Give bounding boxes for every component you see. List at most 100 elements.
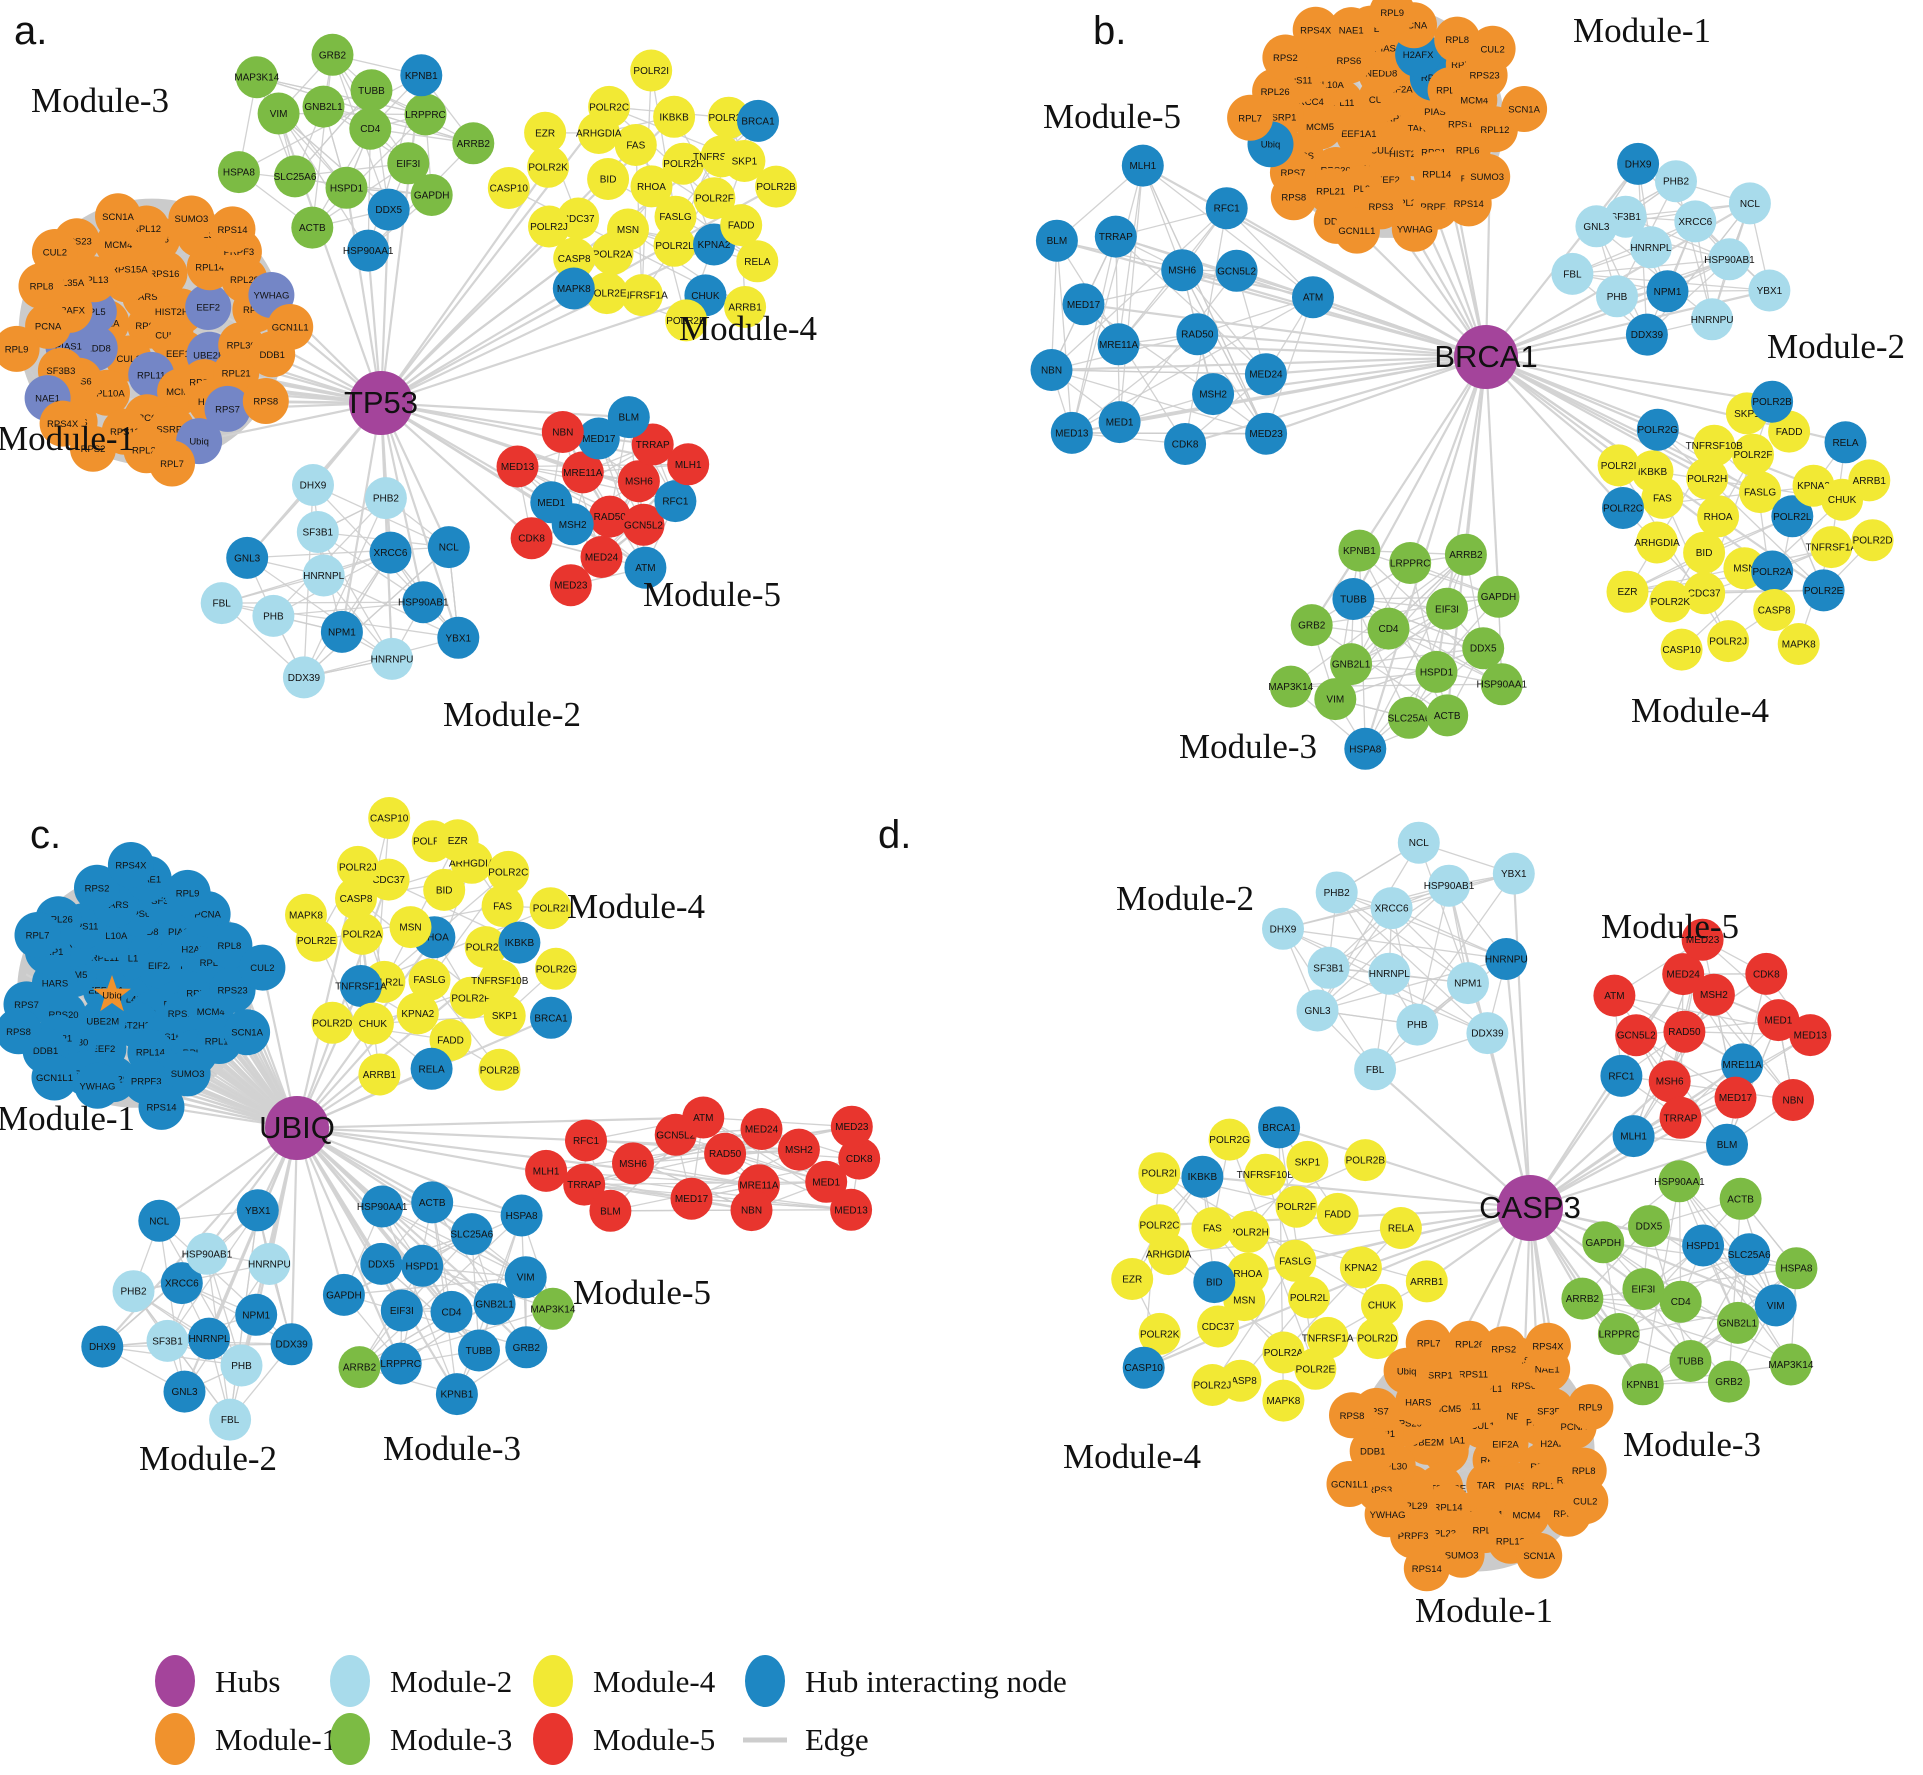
node-tnfrsf1a [1810,526,1853,569]
node-faslg [1274,1239,1317,1282]
edge [303,546,450,678]
node-rps4x [1524,1322,1571,1369]
node-atm [1292,276,1334,319]
node-rps7 [204,385,251,432]
node-med17 [1714,1076,1757,1119]
node-polr2j [528,205,570,248]
hub-edge [1529,1143,1728,1210]
node-cdc37 [1197,1305,1240,1348]
node-ybx1 [437,616,480,659]
node-rps4x [39,400,86,447]
module-label-module-3: Module-3 [31,81,169,120]
hub-edge [380,294,706,405]
node-msh6 [617,460,660,503]
node-hsp90aa1 [361,1185,404,1228]
node-trrap [631,423,674,466]
node-polr2c [1138,1204,1181,1247]
node-trrap [1094,215,1137,258]
node-actb [1719,1177,1762,1220]
node-med1 [1757,999,1800,1042]
node-mapk8 [285,893,327,936]
node-med17 [670,1177,713,1220]
edge [1051,369,1267,435]
legend: Hubs Module-2 Module-4 Hub interacting node… [155,1655,1067,1765]
hub-edge [380,166,549,404]
edge [1351,647,1484,665]
node-ddx5 [1462,627,1505,670]
node-hsp90aa1 [347,229,390,272]
node-fas [481,885,524,927]
hub-edge [380,116,675,404]
edge [1181,269,1267,434]
node-bid [587,158,630,200]
edge [317,531,424,603]
node-polr2d [311,1001,354,1044]
node-ncl [138,1199,181,1242]
edge [278,113,390,211]
node-casp10 [1660,628,1703,671]
node-med24 [580,536,623,578]
node-ncl [1728,182,1771,225]
node-fbl [1354,1048,1397,1091]
legend-swatch [533,1655,573,1707]
node-eef2 [185,284,232,330]
edge [311,54,334,228]
node-tubb [458,1329,500,1372]
node-ywhag [1364,1491,1411,1538]
node-slc25a6 [1388,696,1430,739]
edge [1646,202,1751,336]
node-map3k14 [235,56,278,99]
cluster-a-module-4: RHOAFASLGMSNPOLR2HPOLR2LBIDPOLR2FPOLR2AF… [487,49,798,342]
node-med24 [1244,353,1287,396]
node-ncl [427,526,470,569]
node-ybx1 [1748,269,1791,312]
node-skp1 [1286,1140,1329,1183]
edge [317,531,393,660]
node-cdk8 [1164,423,1207,465]
node-casp10 [487,167,530,209]
node-dhx9 [81,1325,124,1368]
node-med1 [805,1160,848,1203]
node-polr2b [1344,1139,1387,1182]
module-label-module-3: Module-3 [1179,727,1317,766]
node-gnl3 [163,1370,206,1413]
module-label-module-5: Module-5 [573,1273,711,1312]
node-polr2c [588,85,631,128]
edge [1316,907,1393,1011]
node-med24 [740,1108,783,1150]
node-cdk8 [838,1137,881,1180]
node-phb2 [1655,160,1697,203]
edge [1050,240,1058,371]
node-actb [291,206,334,249]
node-ddx39 [282,656,325,699]
node-rpl26 [1446,1320,1493,1367]
node-arrb2 [338,1346,381,1389]
node-med13 [496,445,539,488]
hub-edge [1142,164,1487,358]
node-scn1a [1516,1532,1563,1579]
node-hnrnpl [302,554,345,597]
panel-letter-d: d. [878,813,911,857]
node-brca1 [1258,1106,1301,1149]
node-actb [1426,694,1469,737]
hub-edge [380,402,533,540]
node-vim [1314,678,1357,721]
hub-edge [295,1127,402,1365]
node-mapk8 [552,267,595,310]
node-rpl7 [14,912,61,958]
node-cdk8 [1745,952,1788,995]
node-tubb [1332,578,1375,620]
node-polr2h [662,142,705,185]
node-hsp90ab1 [1428,864,1470,907]
edge [1336,891,1507,960]
node-npm1 [320,610,363,653]
edge [1282,928,1507,960]
hub-label-ubiq: UBIQ [259,1110,335,1145]
legend-item-module-3: Module-3 [330,1713,512,1765]
node-eif3i [1426,587,1468,630]
node-eif3i [380,1289,423,1332]
module-label-module-1: Module-1 [0,419,135,458]
node-hnrnpu [371,637,413,680]
node-med23 [830,1105,873,1148]
